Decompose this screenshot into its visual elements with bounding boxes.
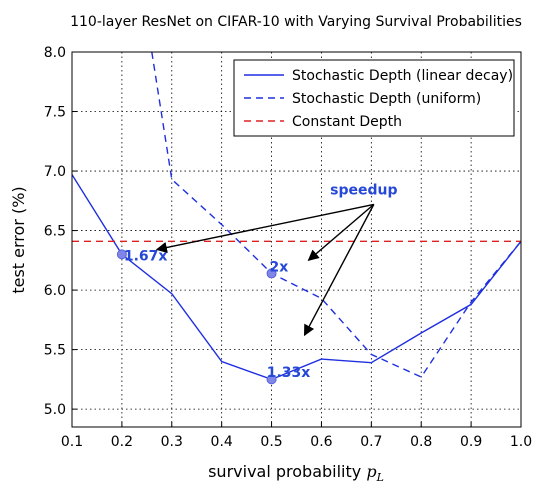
x-axis-label: survival probability pL [208, 462, 384, 484]
speedup-arrow [155, 203, 374, 253]
legend-label: Stochastic Depth (linear decay) [292, 68, 513, 84]
data-markers [116, 249, 277, 385]
annotations: speedup 1.67x 2x 1.33x [124, 182, 398, 381]
speedup-arrow [303, 204, 375, 337]
highlight-point [266, 374, 277, 385]
x-tick-label: 0.7 [360, 434, 382, 450]
tick-labels: 0.1 0.2 0.3 0.4 0.5 0.6 0.7 0.8 0.9 1.0 5.0 5.5 6.0 6… [44, 45, 532, 450]
speedup-arrow [307, 203, 375, 262]
plot-frame [71, 51, 522, 428]
y-tick-label: 5.5 [44, 343, 66, 359]
speedup-label: speedup [330, 182, 397, 198]
y-tick-label: 7.5 [44, 105, 66, 121]
y-tick-label: 5.0 [44, 402, 66, 418]
x-tick-label: 0.6 [310, 434, 332, 450]
x-tick-label: 0.1 [61, 434, 83, 450]
y-tick-label: 6.0 [44, 283, 66, 299]
x-tick-label: 0.2 [111, 434, 133, 450]
x-tick-label: 0.4 [211, 434, 233, 450]
speedup-value-label: 2x [270, 259, 289, 275]
y-tick-label: 8.0 [44, 45, 66, 61]
x-tick-label: 0.9 [460, 434, 482, 450]
x-tick-label: 0.5 [260, 434, 282, 450]
y-tick-label: 7.0 [44, 164, 66, 180]
series-line-1 [72, 174, 521, 381]
x-tick-label: 1.0 [510, 434, 532, 450]
speedup-value-label: 1.67x [124, 249, 168, 265]
x-tick-label: 0.3 [161, 434, 183, 450]
y-tick-label: 6.5 [44, 224, 66, 240]
legend: Stochastic Depth (linear decay) Stochasti… [233, 59, 515, 137]
highlight-point [116, 249, 127, 260]
x-tick-label: 0.8 [410, 434, 432, 450]
highlight-point [266, 268, 277, 279]
legend-label: Stochastic Depth (uniform) [292, 91, 481, 107]
legend-label: Constant Depth [292, 114, 402, 130]
series-lines [72, 52, 521, 381]
speedup-value-label: 1.33x [267, 365, 311, 381]
y-axis-label: test error (%) [9, 186, 28, 293]
chart-title: 110-layer ResNet on CIFAR-10 with Varyin… [70, 14, 522, 30]
